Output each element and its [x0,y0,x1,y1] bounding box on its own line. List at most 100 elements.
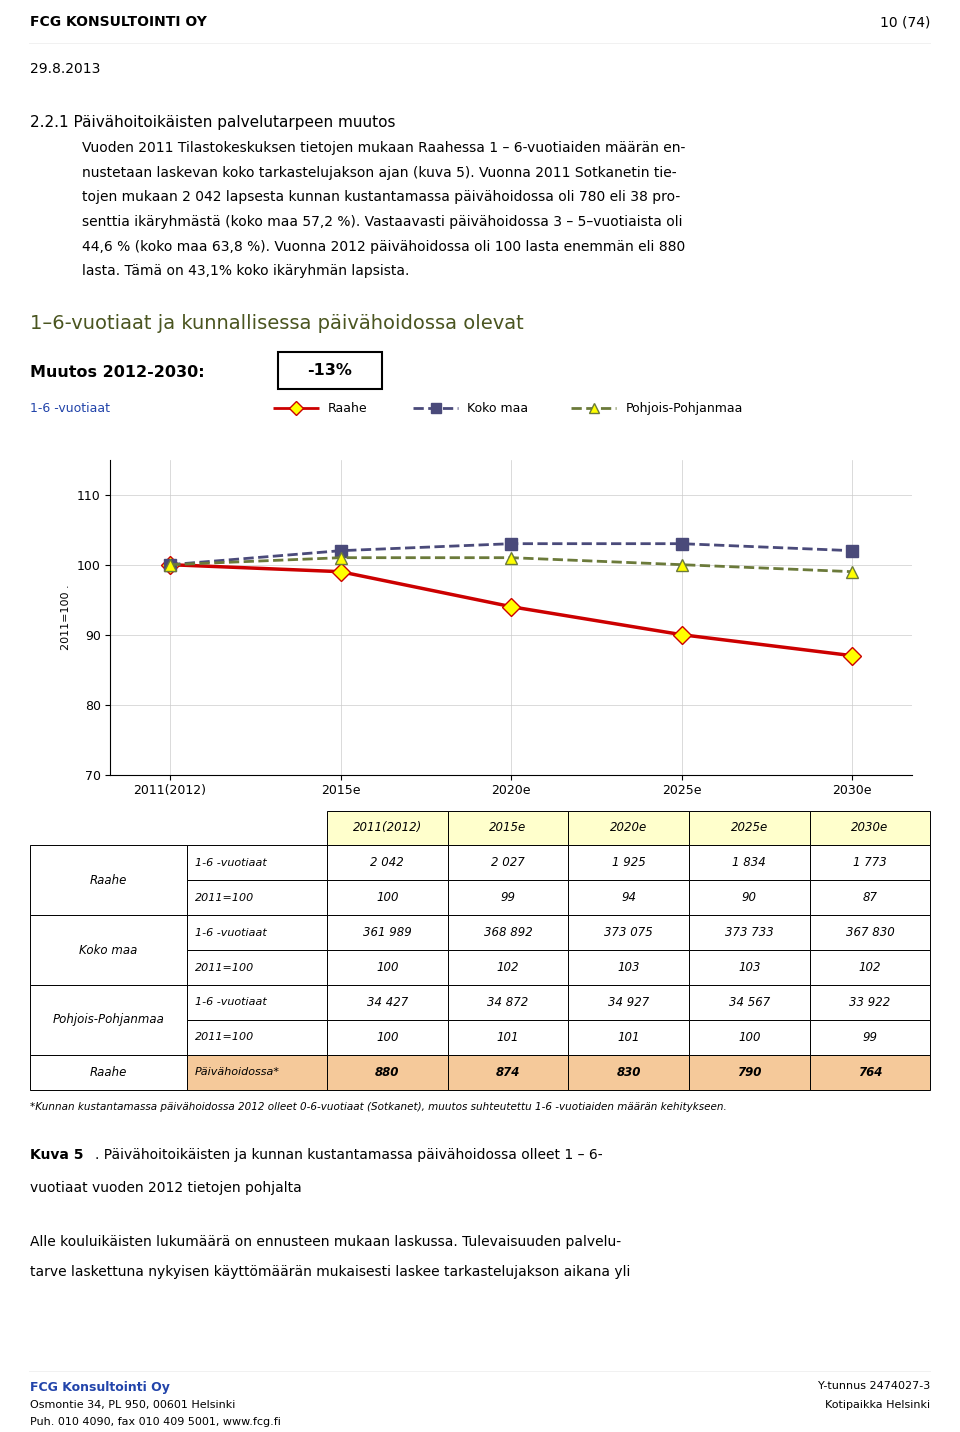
Text: 2 027: 2 027 [491,856,525,869]
Text: 1-6 -vuotiaat: 1-6 -vuotiaat [30,401,109,415]
Text: tarve laskettuna nykyisen käyttömäärän mukaisesti laskee tarkastelujakson aikana: tarve laskettuna nykyisen käyttömäärän m… [30,1266,630,1279]
Text: FCG KONSULTOINTI OY: FCG KONSULTOINTI OY [30,16,206,29]
FancyBboxPatch shape [809,811,930,845]
FancyBboxPatch shape [327,1055,447,1090]
FancyBboxPatch shape [447,1020,568,1055]
Text: tojen mukaan 2 042 lapsesta kunnan kustantamassa päivähoidossa oli 780 eli 38 pr: tojen mukaan 2 042 lapsesta kunnan kusta… [82,190,680,205]
Y-axis label: 2011=100 .: 2011=100 . [61,584,71,650]
FancyBboxPatch shape [327,845,447,881]
Text: Pohjois-Pohjanmaa: Pohjois-Pohjanmaa [625,401,743,415]
Text: 2011=100: 2011=100 [195,1032,253,1042]
FancyBboxPatch shape [447,985,568,1020]
FancyBboxPatch shape [447,951,568,985]
Text: 29.8.2013: 29.8.2013 [30,62,100,76]
Text: 87: 87 [862,891,877,904]
Text: -13%: -13% [307,364,351,378]
FancyBboxPatch shape [327,985,447,1020]
FancyBboxPatch shape [568,811,689,845]
Text: 373 733: 373 733 [725,927,774,939]
Text: nustetaan laskevan koko tarkastelujakson ajan (kuva 5). Vuonna 2011 Sotkanetin t: nustetaan laskevan koko tarkastelujakson… [82,166,676,180]
Text: 102: 102 [858,961,881,974]
FancyBboxPatch shape [809,1020,930,1055]
Text: Koko maa: Koko maa [468,401,529,415]
FancyBboxPatch shape [689,1020,809,1055]
FancyBboxPatch shape [689,811,809,845]
Text: 1-6 -vuotiaat: 1-6 -vuotiaat [195,998,266,1008]
Text: 102: 102 [496,961,519,974]
FancyBboxPatch shape [447,1055,568,1090]
Text: 100: 100 [376,1031,398,1044]
FancyBboxPatch shape [568,951,689,985]
FancyBboxPatch shape [30,985,187,1055]
Text: Osmontie 34, PL 950, 00601 Helsinki: Osmontie 34, PL 950, 00601 Helsinki [30,1399,235,1409]
Text: 34 872: 34 872 [488,997,529,1010]
FancyBboxPatch shape [568,1020,689,1055]
Text: lasta. Tämä on 43,1% koko ikäryhmän lapsista.: lasta. Tämä on 43,1% koko ikäryhmän laps… [82,265,409,278]
FancyBboxPatch shape [447,811,568,845]
Text: 99: 99 [500,891,516,904]
FancyBboxPatch shape [809,985,930,1020]
FancyBboxPatch shape [689,881,809,915]
Text: 103: 103 [738,961,760,974]
Text: 90: 90 [742,891,756,904]
FancyBboxPatch shape [689,985,809,1020]
Text: 103: 103 [617,961,639,974]
FancyBboxPatch shape [809,845,930,881]
Text: Raahe: Raahe [90,874,128,886]
Text: 790: 790 [737,1065,761,1078]
FancyBboxPatch shape [187,811,327,845]
Text: Koko maa: Koko maa [80,944,137,957]
Text: 101: 101 [496,1031,519,1044]
Text: 1-6 -vuotiaat: 1-6 -vuotiaat [195,928,266,938]
Text: 373 075: 373 075 [604,927,653,939]
Text: 1 834: 1 834 [732,856,766,869]
Text: 1–6-vuotiaat ja kunnallisessa päivähoidossa olevat: 1–6-vuotiaat ja kunnallisessa päivähoido… [30,314,523,332]
Text: 101: 101 [617,1031,639,1044]
FancyBboxPatch shape [187,915,327,951]
Text: 94: 94 [621,891,636,904]
Text: 361 989: 361 989 [363,927,412,939]
Text: 1-6 -vuotiaat: 1-6 -vuotiaat [195,858,266,868]
Text: 874: 874 [495,1065,520,1078]
FancyBboxPatch shape [278,352,382,390]
Text: 100: 100 [376,961,398,974]
Text: senttia ikäryhmästä (koko maa 57,2 %). Vastaavasti päivähoidossa 3 – 5–vuotiaist: senttia ikäryhmästä (koko maa 57,2 %). V… [82,215,683,229]
FancyBboxPatch shape [447,845,568,881]
Text: 880: 880 [375,1065,399,1078]
FancyBboxPatch shape [187,1055,327,1090]
Text: 100: 100 [376,891,398,904]
Text: 2025e: 2025e [731,822,768,835]
Text: 44,6 % (koko maa 63,8 %). Vuonna 2012 päivähoidossa oli 100 lasta enemmän eli 88: 44,6 % (koko maa 63,8 %). Vuonna 2012 pä… [82,239,684,253]
Text: 34 567: 34 567 [729,997,770,1010]
FancyBboxPatch shape [30,845,187,915]
FancyBboxPatch shape [327,881,447,915]
Text: 367 830: 367 830 [846,927,895,939]
Text: 830: 830 [616,1065,640,1078]
Text: 2030e: 2030e [852,822,889,835]
Text: Y-tunnus 2474027-3: Y-tunnus 2474027-3 [818,1382,930,1392]
FancyBboxPatch shape [568,1055,689,1090]
Text: vuotiaat vuoden 2012 tietojen pohjalta: vuotiaat vuoden 2012 tietojen pohjalta [30,1180,301,1194]
Text: Vuoden 2011 Tilastokeskuksen tietojen mukaan Raahessa 1 – 6-vuotiaiden määrän en: Vuoden 2011 Tilastokeskuksen tietojen mu… [82,142,685,155]
FancyBboxPatch shape [689,951,809,985]
FancyBboxPatch shape [187,845,327,881]
FancyBboxPatch shape [187,881,327,915]
FancyBboxPatch shape [187,951,327,985]
FancyBboxPatch shape [568,845,689,881]
Text: 2.2.1 Päivähoitoikäisten palvelutarpeen muutos: 2.2.1 Päivähoitoikäisten palvelutarpeen … [30,115,396,129]
FancyBboxPatch shape [568,881,689,915]
Text: Muutos 2012-2030:: Muutos 2012-2030: [30,365,204,381]
FancyBboxPatch shape [187,1020,327,1055]
Text: 2011=100: 2011=100 [195,892,253,902]
FancyBboxPatch shape [30,1055,187,1090]
FancyBboxPatch shape [30,915,187,985]
Text: Pohjois-Pohjanmaa: Pohjois-Pohjanmaa [53,1014,164,1027]
Text: 33 922: 33 922 [850,997,891,1010]
Text: Raahe: Raahe [90,1065,128,1078]
FancyBboxPatch shape [447,915,568,951]
Text: 2015e: 2015e [490,822,526,835]
Text: FCG Konsultointi Oy: FCG Konsultointi Oy [30,1382,170,1395]
FancyBboxPatch shape [187,985,327,1020]
Text: 34 927: 34 927 [608,997,649,1010]
Text: 1 773: 1 773 [853,856,887,869]
